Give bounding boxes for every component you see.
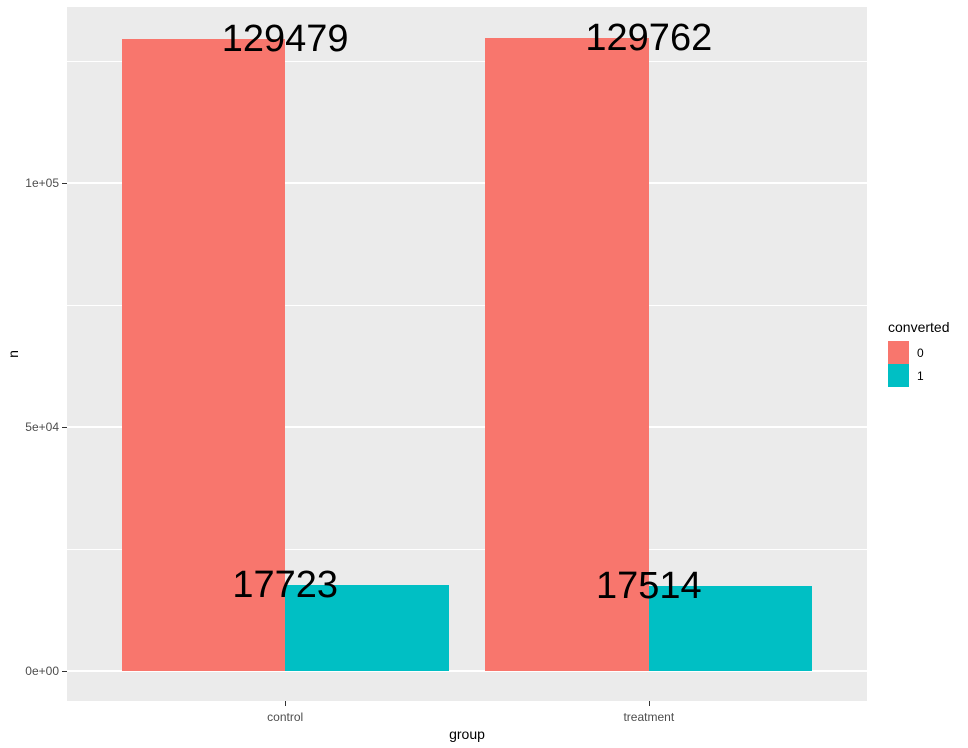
bar-value-label: 17514 bbox=[595, 564, 702, 607]
bar-control-0 bbox=[121, 39, 286, 671]
gridline-major bbox=[67, 182, 867, 184]
bar-value-label: 129762 bbox=[585, 16, 713, 59]
y-tick-label: 5e+04 bbox=[25, 420, 59, 434]
x-tick-label-treatment: treatment bbox=[623, 710, 675, 724]
gridline-minor bbox=[67, 60, 867, 62]
legend-key-swatch bbox=[888, 341, 909, 364]
bar-treatment-1 bbox=[648, 585, 813, 671]
gridline-major bbox=[67, 426, 867, 428]
legend-item-label: 0 bbox=[917, 345, 924, 360]
bar-value-label: 17723 bbox=[232, 563, 339, 606]
bar-value-label: 129479 bbox=[221, 18, 349, 61]
x-axis-title: group bbox=[449, 726, 485, 742]
gridline-major bbox=[67, 670, 867, 672]
gridline-minor bbox=[67, 304, 867, 306]
bar-control-1 bbox=[285, 584, 449, 671]
y-tick-label: 0e+00 bbox=[25, 663, 59, 678]
y-tick-mark bbox=[62, 183, 67, 184]
legend-item-label: 1 bbox=[917, 368, 924, 383]
gridline-minor bbox=[67, 548, 867, 550]
legend-item-1: 1 bbox=[888, 364, 949, 387]
legend-key-swatch bbox=[888, 364, 909, 387]
y-tick-mark bbox=[62, 670, 67, 672]
x-tick-mark bbox=[285, 701, 287, 706]
y-axis-title: n bbox=[5, 350, 21, 358]
legend-item-0: 0 bbox=[888, 341, 949, 364]
y-tick-mark bbox=[62, 427, 67, 428]
x-tick-label-control: control bbox=[267, 710, 304, 724]
y-tick-label: 1e+05 bbox=[25, 176, 59, 190]
legend-title: converted bbox=[888, 319, 950, 335]
plot-panel: 129479 129762 17723 17514 bbox=[67, 7, 867, 701]
x-tick-mark bbox=[648, 701, 650, 706]
bar-treatment-0 bbox=[485, 37, 649, 671]
